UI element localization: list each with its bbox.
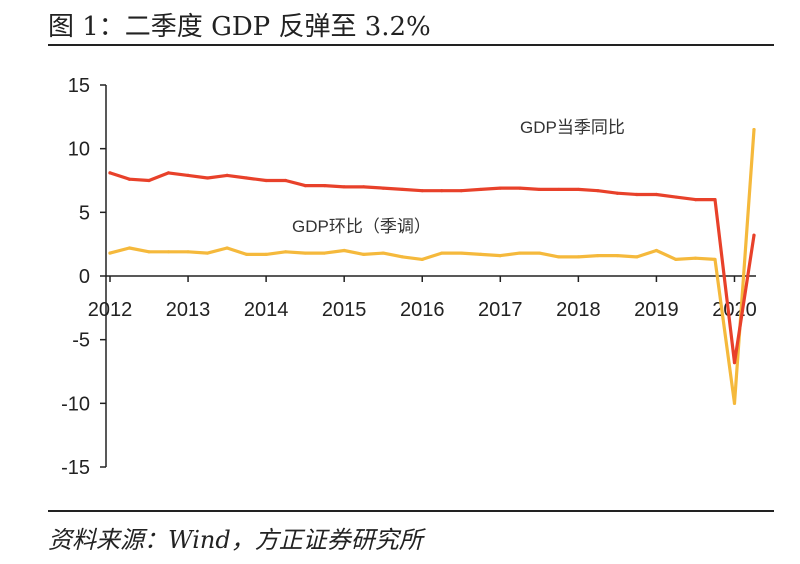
x-tick-label: 2016 (400, 299, 445, 321)
figure-title: 图 1：二季度 GDP 反弹至 3.2% (48, 12, 431, 42)
series-line-0 (108, 171, 756, 365)
data-point-s0 (615, 191, 619, 195)
y-tick-label: 5 (79, 202, 90, 224)
data-point-s1 (186, 250, 190, 254)
data-point-s0 (479, 187, 483, 192)
data-point-s1 (557, 255, 561, 259)
x-tick-label: 2013 (166, 299, 211, 321)
y-tick-label: 0 (79, 266, 90, 288)
data-point-s0 (264, 178, 268, 183)
data-point-s1 (225, 246, 229, 250)
data-point-s1 (732, 401, 737, 405)
y-tick-label: -5 (72, 330, 90, 352)
series-label-gdp-yoy: GDP当季同比 (520, 118, 625, 137)
data-point-s0 (166, 171, 171, 175)
data-point-s1 (401, 255, 405, 259)
data-point-s1 (635, 255, 639, 259)
data-point-s0 (205, 176, 210, 180)
data-point-s0 (362, 185, 366, 189)
data-point-s1 (381, 251, 385, 255)
data-point-s1 (245, 252, 249, 256)
data-point-s0 (596, 189, 600, 193)
data-point-s1 (147, 250, 151, 254)
data-point-s0 (713, 198, 717, 202)
data-point-s1 (713, 257, 717, 262)
data-point-s1 (108, 251, 112, 255)
x-tick-label: 2017 (478, 299, 523, 321)
data-point-s1 (323, 251, 327, 255)
data-point-s0 (674, 195, 678, 199)
data-point-s0 (284, 178, 288, 183)
data-point-s0 (498, 186, 502, 190)
title-rule (48, 44, 774, 46)
y-tick-label: 15 (68, 75, 90, 97)
data-point-s1 (342, 248, 346, 253)
data-point-s1 (752, 127, 756, 132)
data-point-s1 (420, 257, 424, 262)
x-tick-label: 2014 (244, 299, 289, 321)
data-point-s1 (303, 251, 307, 255)
x-tick-label: 2012 (88, 299, 133, 321)
x-tick-label: 2018 (556, 299, 601, 321)
data-point-s0 (225, 173, 229, 178)
x-tick-label: 2019 (634, 299, 679, 321)
data-point-s0 (440, 189, 444, 193)
data-point-s0 (186, 173, 190, 178)
data-point-s0 (108, 171, 112, 175)
data-point-s1 (166, 250, 171, 254)
data-point-s0 (537, 187, 541, 192)
y-tick-label: 10 (68, 139, 90, 161)
data-point-s1 (693, 256, 698, 260)
data-point-s0 (654, 192, 659, 197)
data-point-s1 (674, 257, 678, 262)
source-note: 资料来源：Wind，方正证券研究所 (48, 526, 423, 554)
data-point-s0 (303, 183, 307, 188)
x-axis: 2012 2013 2014 2015 2016 2017 2018 2019 2020 (88, 275, 757, 321)
x-tick-label: 2020 (712, 299, 757, 321)
data-point-s0 (420, 189, 424, 193)
data-point-s0 (401, 187, 405, 192)
y-tick-label: -15 (61, 457, 90, 479)
data-point-s1 (127, 246, 132, 250)
data-point-s0 (245, 176, 249, 180)
data-point-s1 (596, 254, 600, 258)
data-point-s1 (518, 251, 522, 255)
y-tick-label: -10 (61, 393, 90, 415)
data-point-s0 (381, 186, 385, 190)
data-point-s1 (440, 251, 444, 255)
data-point-s0 (557, 187, 561, 192)
series-layer (108, 127, 756, 405)
series-label-gdp-qoq: GDP环比（季调） (292, 217, 431, 236)
data-point-s0 (732, 360, 737, 365)
data-point-s1 (362, 252, 366, 256)
data-point-s1 (654, 248, 659, 253)
data-point-s0 (752, 233, 756, 237)
data-point-s0 (323, 183, 327, 188)
y-axis: 15 10 5 0 -5 -10 -15 (61, 75, 107, 479)
data-point-s1 (459, 251, 463, 255)
data-point-s0 (459, 189, 463, 193)
data-point-s1 (615, 254, 619, 258)
data-point-s0 (693, 198, 698, 202)
data-point-s1 (264, 252, 268, 256)
data-point-s1 (537, 251, 541, 255)
source-rule (48, 510, 774, 512)
data-point-s0 (635, 192, 639, 197)
data-point-s1 (284, 250, 288, 254)
data-point-s0 (518, 186, 522, 190)
data-point-s0 (147, 178, 151, 183)
data-point-s0 (576, 187, 580, 192)
x-tick-label: 2015 (322, 299, 367, 321)
series-line-1 (108, 128, 756, 405)
data-point-s1 (498, 254, 502, 258)
data-point-s0 (127, 177, 132, 181)
data-point-s1 (205, 251, 210, 255)
data-point-s1 (576, 255, 580, 259)
data-point-s0 (342, 185, 346, 189)
data-point-s1 (479, 252, 483, 256)
